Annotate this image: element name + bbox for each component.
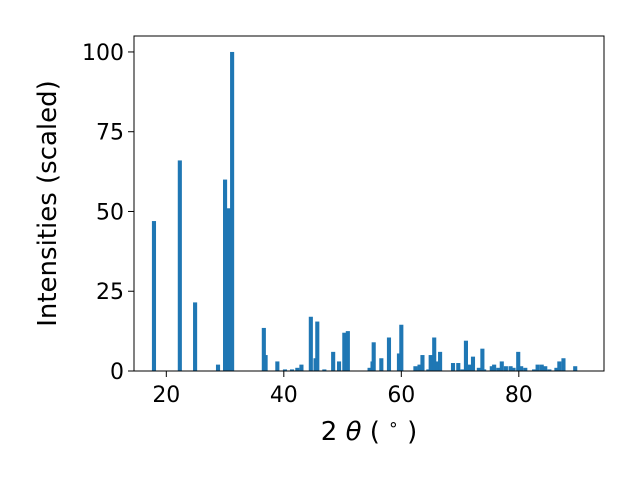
bar — [428, 355, 433, 371]
y-tick-label: 0 — [110, 360, 124, 385]
bar — [508, 366, 513, 371]
bar — [282, 369, 288, 371]
bar — [275, 361, 280, 371]
bar — [503, 366, 508, 371]
bar — [367, 367, 372, 371]
bar — [557, 361, 562, 371]
bar — [226, 208, 231, 371]
bar — [561, 358, 566, 371]
bar — [532, 369, 537, 371]
bar — [177, 160, 182, 371]
bar — [450, 363, 456, 371]
bar — [499, 361, 504, 371]
x-axis-label: 2 θ ( ∘ ) — [321, 407, 418, 447]
bar — [417, 364, 422, 371]
bar — [435, 361, 440, 371]
bar — [215, 364, 221, 371]
bar — [511, 367, 516, 371]
x-tick-label: 40 — [270, 383, 298, 408]
bar — [543, 366, 548, 371]
bar — [426, 369, 431, 371]
bar — [467, 364, 473, 371]
bar — [492, 364, 497, 371]
bar — [460, 369, 465, 371]
bar — [489, 366, 494, 371]
bar — [396, 353, 402, 371]
bar — [151, 221, 157, 371]
bar — [399, 324, 404, 371]
bar — [261, 327, 266, 371]
bar — [535, 364, 540, 371]
x-axis-label-prefix: 2 — [321, 417, 338, 447]
bar — [547, 369, 552, 371]
y-axis-label: Intensities (scaled) — [33, 80, 63, 327]
y-tick-label: 50 — [96, 200, 124, 225]
x-axis-ticks: 20 40 60 80 — [152, 371, 533, 408]
x-tick-label: 20 — [152, 383, 180, 408]
bar — [386, 337, 392, 371]
bar — [413, 366, 418, 371]
x-tick-label: 80 — [505, 383, 533, 408]
y-tick-label: 100 — [82, 41, 124, 66]
bar — [379, 358, 384, 371]
bar-series — [151, 51, 578, 371]
y-tick-label: 75 — [96, 121, 124, 146]
bar — [523, 367, 528, 371]
bar — [315, 321, 320, 371]
bar — [476, 367, 481, 371]
bar — [519, 366, 524, 371]
y-axis-ticks: 0 25 50 75 100 — [82, 41, 134, 385]
bar — [193, 302, 198, 371]
bar — [299, 364, 304, 371]
bar — [263, 355, 268, 371]
x-axis-label-close: ) — [407, 417, 417, 447]
bar — [345, 331, 350, 371]
bar — [482, 369, 487, 371]
bar — [336, 361, 342, 371]
bar — [554, 367, 559, 371]
bar — [438, 351, 443, 371]
x-axis-label-open: ( — [370, 417, 380, 447]
bar — [371, 342, 376, 371]
bar — [480, 348, 485, 371]
bar — [295, 367, 300, 371]
bar — [331, 351, 336, 371]
bar — [289, 369, 295, 371]
bar — [432, 337, 437, 371]
bar — [470, 356, 476, 371]
bar — [230, 51, 235, 371]
bar — [463, 340, 468, 371]
bar — [456, 363, 461, 371]
x-axis-label-degree: ∘ — [388, 415, 399, 435]
bar — [420, 355, 425, 371]
bar — [342, 332, 347, 371]
x-axis-label-theta: θ — [346, 417, 362, 447]
plot-frame — [133, 35, 605, 372]
y-tick-label: 25 — [96, 280, 124, 305]
bar — [322, 369, 327, 371]
bar — [223, 179, 228, 371]
bar — [516, 351, 521, 371]
x-tick-label: 60 — [387, 383, 415, 408]
bar — [573, 366, 578, 371]
bar — [539, 364, 544, 371]
bar — [308, 316, 313, 371]
bar — [496, 367, 501, 371]
